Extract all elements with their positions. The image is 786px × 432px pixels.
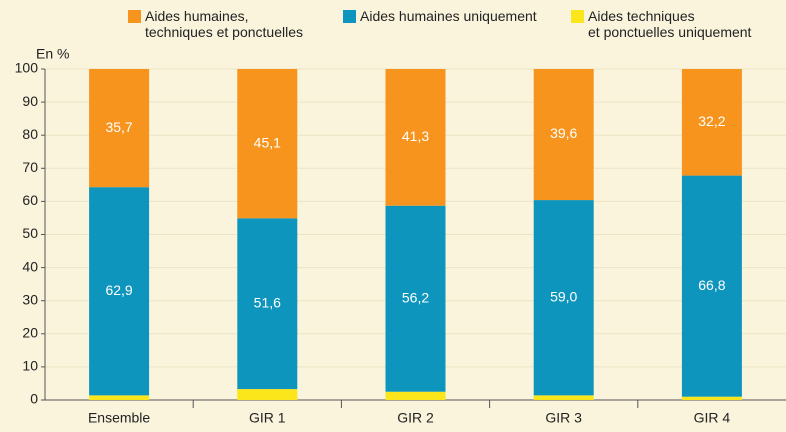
y-tick-label: 60 [22,192,38,208]
legend-swatch [343,10,356,23]
y-tick-label: 10 [22,358,38,374]
value-label: 56,2 [402,289,429,305]
x-tick-label: GIR 2 [397,410,434,426]
bar-segment [385,205,446,392]
y-tick-label: 40 [22,258,38,274]
y-tick-label: 50 [22,225,38,241]
value-label: 51,6 [254,294,281,310]
x-tick-label: Ensemble [88,410,150,426]
x-tick-label: GIR 3 [545,410,582,426]
legend-swatch [571,10,584,23]
legend-label: Aides humaines uniquement [360,8,537,24]
legend-label: Aides humaines, techniques et ponctuelle… [145,8,303,40]
bar-segment [681,396,742,400]
value-label: 45,1 [254,134,281,150]
bar-segment [533,69,594,201]
legend-label: Aides techniques et ponctuelles uniqueme… [588,8,752,40]
bar-segment [385,69,446,206]
bar-segment [533,395,594,400]
value-label: 41,3 [402,128,429,144]
bar-segment [89,69,150,188]
value-label: 32,2 [698,113,725,129]
legend-swatch [128,10,141,23]
bar-segment [681,175,742,397]
bar-segment [89,187,150,396]
value-label: 66,8 [698,277,725,293]
bar-segment [89,395,150,400]
x-tick-label: GIR 1 [249,410,286,426]
y-tick-label: 20 [22,325,38,341]
y-tick-label: 30 [22,291,38,307]
bar-segment [237,69,298,219]
value-label: 39,6 [550,125,577,141]
y-tick-label: 80 [22,126,38,142]
y-tick-label: 100 [15,60,39,76]
bar-segment [237,389,298,400]
y-tick-label: 70 [22,159,38,175]
value-label: 62,9 [105,282,132,298]
x-tick-label: GIR 4 [694,410,731,426]
value-label: 59,0 [550,288,577,304]
bar-segment [681,69,742,176]
y-tick-label: 90 [22,93,38,109]
bar-segment [237,218,298,390]
y-axis-label: En % [36,46,69,62]
value-label: 35,7 [105,119,132,135]
y-tick-label: 0 [30,391,38,407]
bar-segment [385,391,446,400]
bar-segment [533,200,594,396]
